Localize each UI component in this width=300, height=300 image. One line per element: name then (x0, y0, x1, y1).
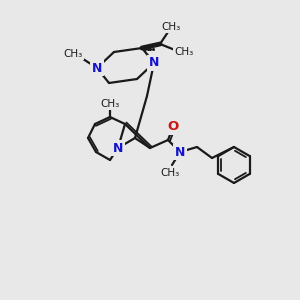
Text: N: N (175, 146, 185, 158)
Text: N: N (113, 142, 123, 154)
Text: CH₃: CH₃ (174, 47, 194, 57)
Text: N: N (149, 56, 159, 70)
Text: CH₃: CH₃ (100, 99, 120, 109)
Text: CH₃: CH₃ (160, 168, 180, 178)
Text: N: N (92, 61, 102, 74)
Text: CH₃: CH₃ (161, 22, 181, 32)
Text: O: O (167, 121, 178, 134)
Text: CH₃: CH₃ (63, 49, 82, 59)
